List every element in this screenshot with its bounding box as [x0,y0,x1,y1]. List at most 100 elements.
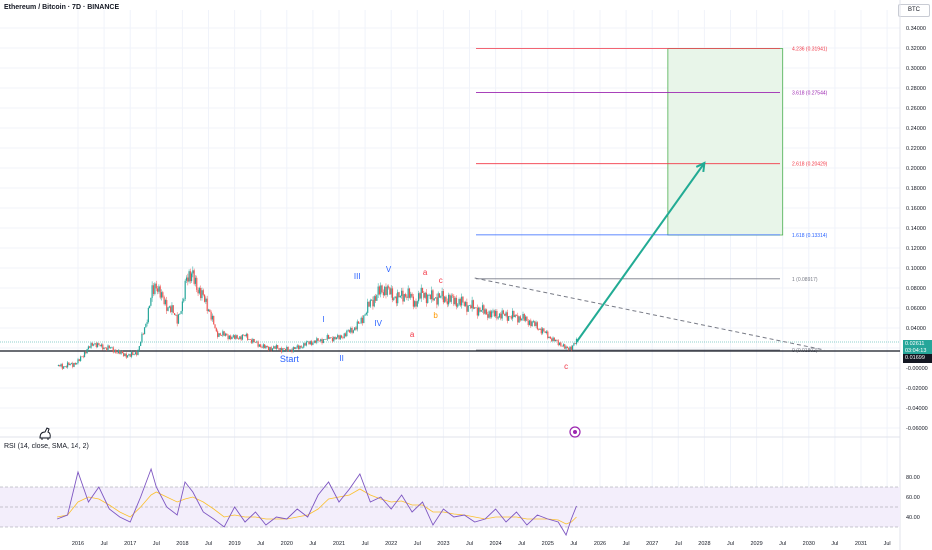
x-tick-label: 2027 [646,541,658,547]
candle-body [368,301,370,307]
candle-body [110,347,112,349]
wave-label: Start [280,354,300,364]
candle-body [87,346,90,350]
candle-body [472,300,475,309]
y-tick-label: 0.06000 [906,306,926,312]
candle-body [514,315,516,317]
candle-body [423,292,425,298]
candle-body [245,334,247,337]
candle-body [288,349,291,352]
ideas-marker-icon[interactable] [569,426,581,438]
candle-body [511,310,514,319]
candle-body [304,343,306,346]
candle-body [420,287,422,299]
y-tick-label: 0.24000 [906,126,926,132]
candle-body [292,347,294,352]
rsi-label: RSI (14, close, SMA, 14, 2) [4,443,89,450]
candle-body [94,343,96,345]
currency-button[interactable]: BTC [898,4,930,17]
candle-body [294,347,296,349]
candle-body [211,315,214,320]
sma-price-tag: 0.01699 [903,354,932,363]
arrow-head [695,161,706,173]
price-candles [57,266,578,371]
x-tick-label: 2029 [750,541,762,547]
wave-label: c [439,276,443,285]
wave-label: c [564,362,568,371]
candle-body [483,305,485,314]
candle-body [183,299,185,302]
candle-body [140,341,142,347]
candle-body [160,292,163,298]
candle-body [506,312,508,321]
wave-label: a [423,268,428,277]
candle-body [152,285,155,294]
x-tick-label: Jul [205,541,212,547]
x-tick-label: 2026 [594,541,606,547]
candle-body [355,327,357,330]
projection-arrow [575,161,706,343]
candle-body [303,343,305,348]
candle-body [203,294,206,302]
candle-body [313,340,315,343]
candle-body [78,359,80,361]
candle-body [523,313,525,321]
candle-body [278,348,280,350]
candle-body [159,286,161,298]
candle-body [320,339,322,342]
candle-body [525,316,527,321]
candle-body [459,299,461,306]
candle-body [190,273,193,282]
x-tick-label: 2021 [333,541,345,547]
candle-body [154,283,156,294]
y-tick-label: 0.22000 [906,146,926,152]
candle-body [440,296,442,298]
candle-body [403,294,405,302]
candle-body [485,309,488,315]
candle-body [305,341,307,346]
wave-label: V [386,265,392,274]
candle-body [59,365,61,367]
candle-body [95,343,97,347]
candle-body [562,344,565,347]
candle-body [240,336,242,340]
candle-body [86,349,88,354]
candle-body [410,293,412,298]
candle-body [481,305,484,311]
candle-body [561,345,563,347]
y-tick-label: -0.06000 [906,426,928,432]
candle-body [102,344,104,350]
candle-body [73,362,75,367]
candle-body [384,286,386,296]
candle-body [128,354,130,356]
candle-body [274,346,276,349]
candle-body [555,339,557,342]
candle-body [325,339,327,340]
x-tick-label: 2019 [228,541,240,547]
candle-body [484,309,486,314]
x-tick-label: 2025 [542,541,554,547]
candle-body [322,339,324,344]
x-tick-label: Jul [884,541,891,547]
candle-body [528,320,531,325]
candle-body [286,346,288,350]
candle-body [180,311,182,314]
candle-body [522,313,524,319]
candle-body [193,270,195,284]
candle-body [267,347,270,351]
candle-body [65,366,67,368]
candle-body [568,348,570,350]
y-tick-label: 0.12000 [906,246,926,252]
sma-price-value: 0.01699 [905,355,925,361]
x-tick-label: Jul [466,541,473,547]
candle-body [558,342,561,346]
candle-body [80,356,82,361]
candle-body [185,277,188,281]
candle-body [414,301,416,307]
candle-body [480,310,482,312]
candle-body [235,335,237,339]
candle-body [377,286,379,295]
candle-body [244,334,246,337]
